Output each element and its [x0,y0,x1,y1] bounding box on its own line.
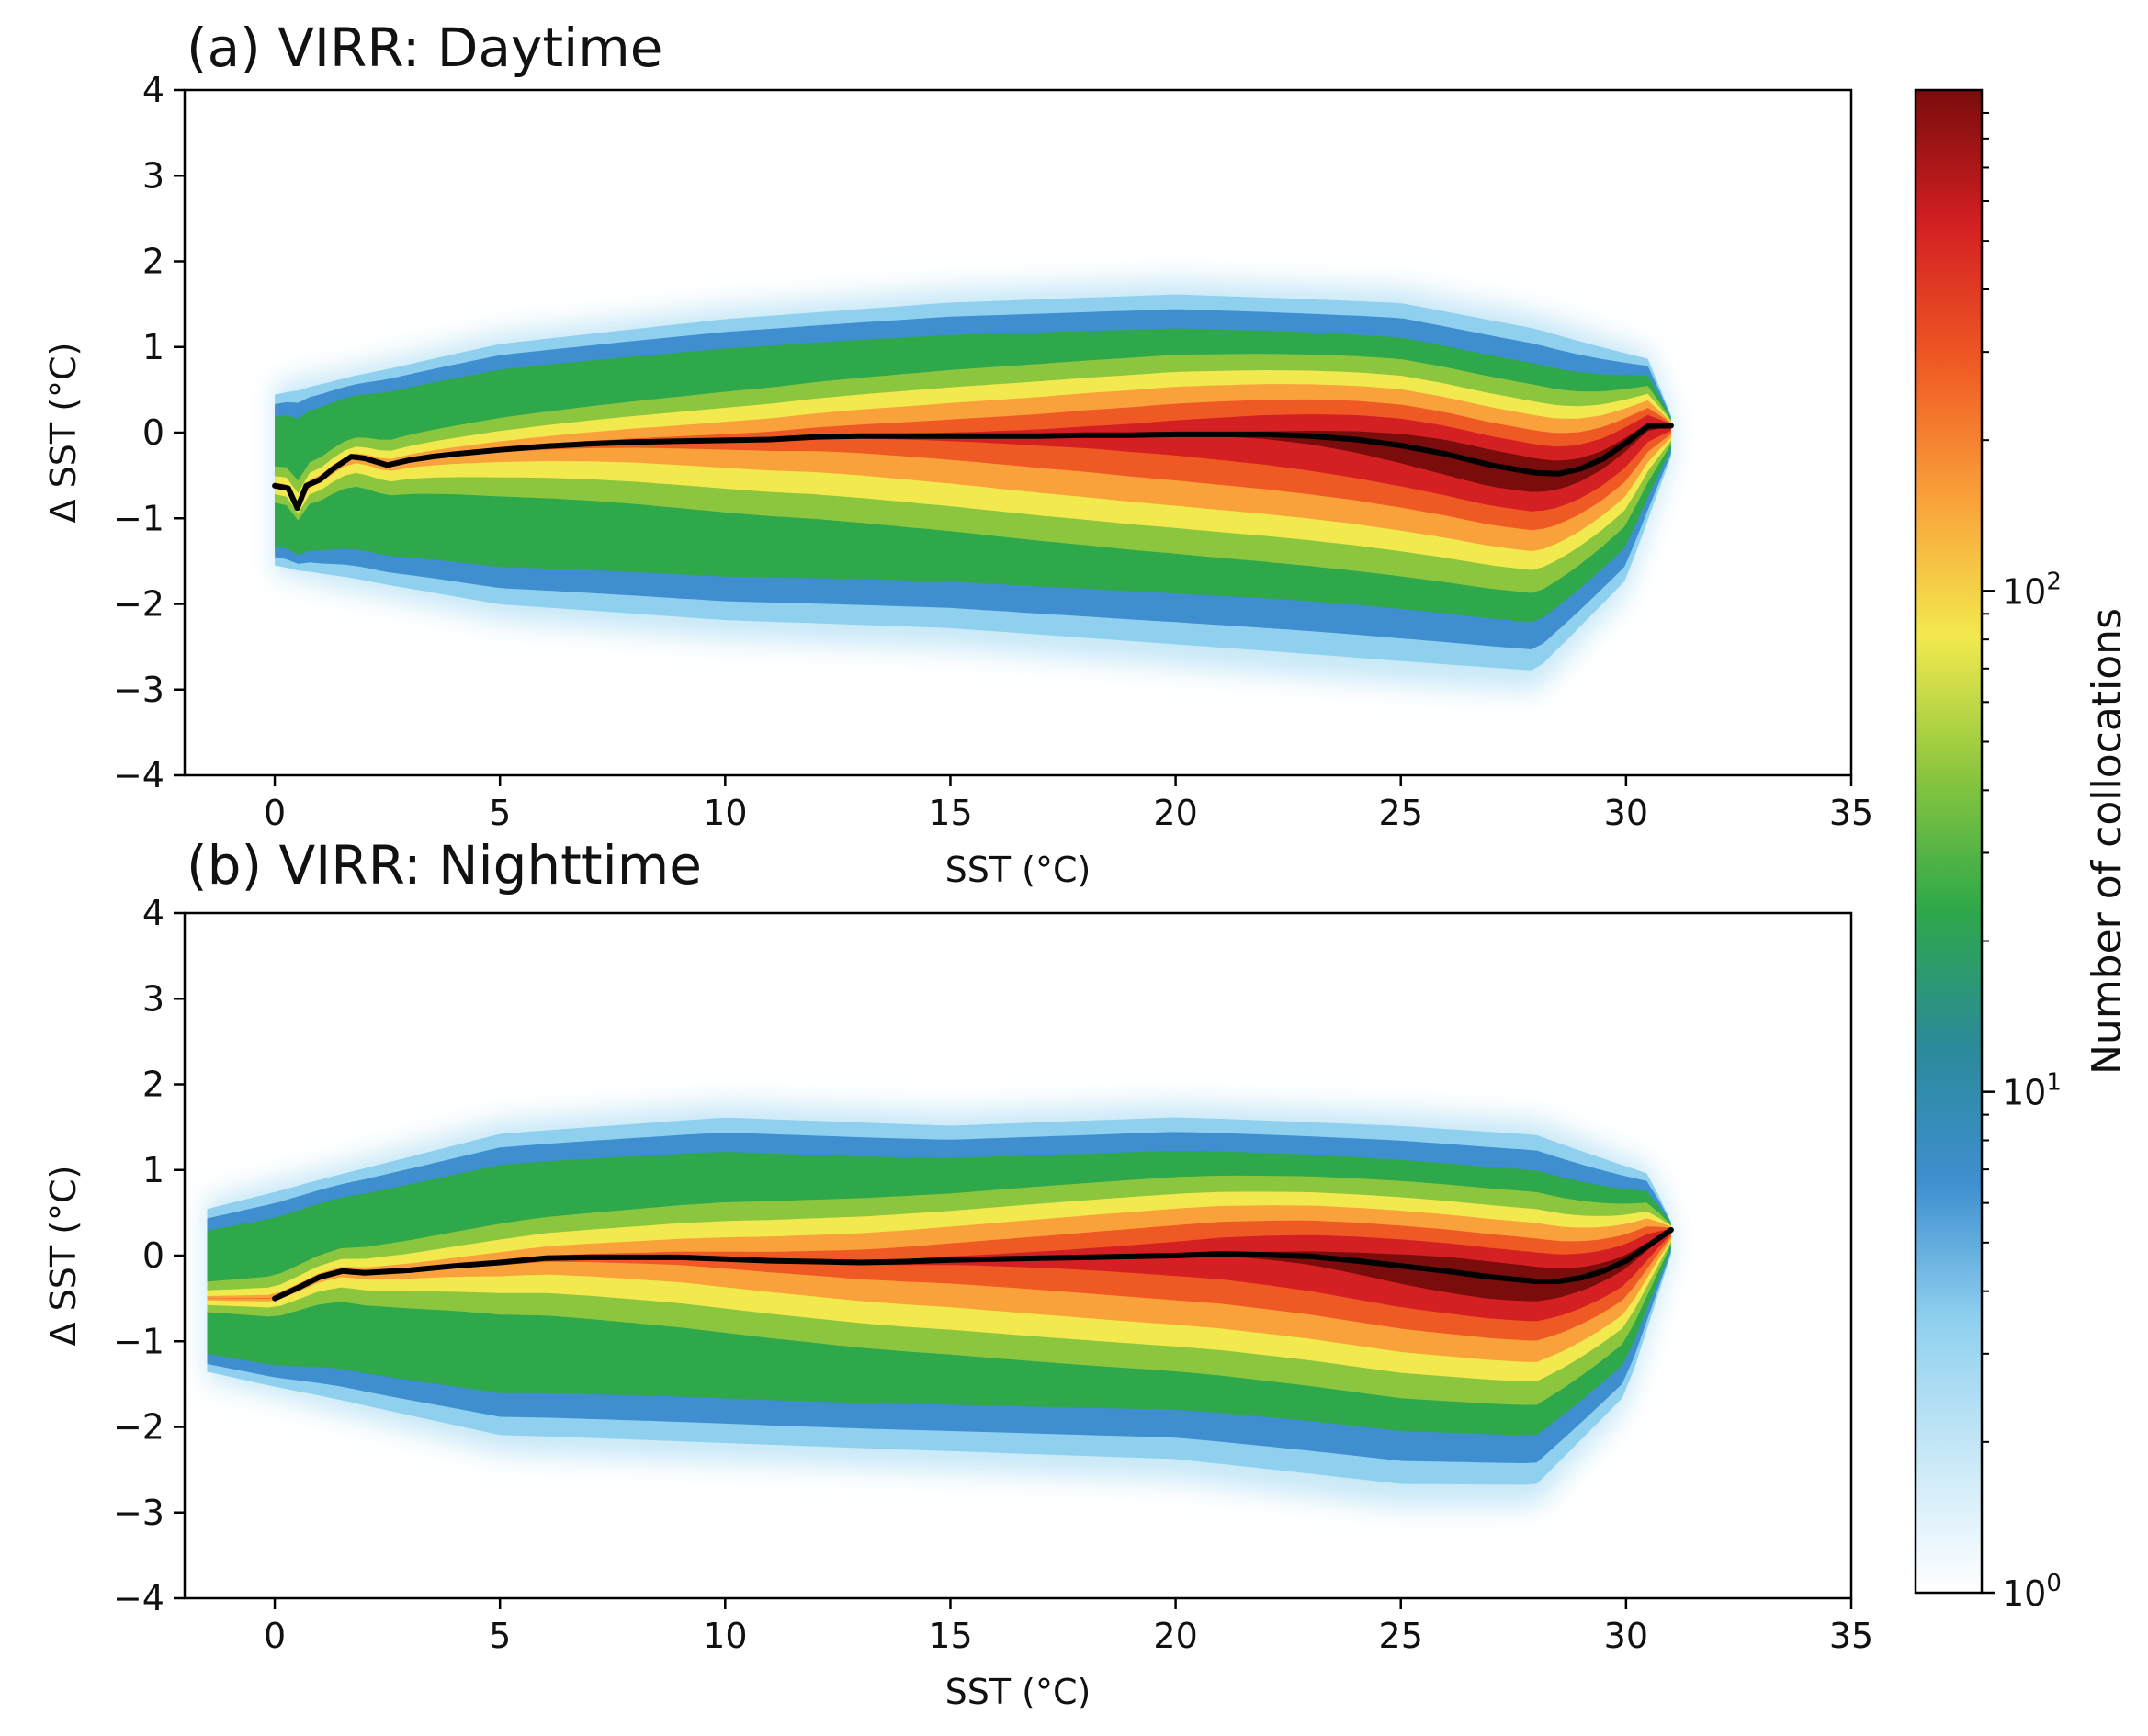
panel-a-x-tick-label: 5 [489,793,511,833]
panel-b-x-tick-label: 5 [489,1616,511,1656]
panel-a-y-axis-label: Δ SST (°C) [43,343,84,524]
panel-b-density-heatmap [207,1102,1671,1507]
panel-b-y-tick-label: 4 [142,893,164,933]
panel-a-median-line [272,423,1674,512]
panel-b-x-tick-label: 15 [928,1616,972,1656]
panel-b-y-tick-label: 2 [142,1065,164,1105]
panel-b-y-tick-label: −3 [113,1493,164,1533]
panel-a-y-tick-label: 4 [142,70,164,110]
panel-b-x-tick-label: 35 [1829,1616,1873,1656]
panel-b-x-tick-label: 10 [703,1616,747,1656]
panel-a-y-tick-label: 1 [142,327,164,367]
panel-a-x-tick-label: 10 [703,793,747,833]
panel-a-y-tick-label: 0 [142,412,164,453]
colorbar-label: Number of collocations [2084,608,2131,1075]
panel-b-x-tick-label: 20 [1153,1616,1197,1656]
panel-b-x-tick-label: 0 [264,1616,286,1656]
panel-a-y-tick-label: 3 [142,155,164,196]
panel-a-density-band-9 [275,423,1671,506]
panel-a-x-axis: 0 5 10 15 20 25 30 35 [264,775,1873,833]
panel-b-y-tick-label: 1 [142,1150,164,1190]
panel-a-y-tick-label: 2 [142,242,164,282]
panel-a-density-heatmap [275,279,1671,692]
panel-a-x-tick-label: 30 [1604,793,1648,833]
panel-b: (b) VIRR: Nighttime 0 5 10 15 20 25 30 35 −4−3−… [43,834,1873,1712]
panel-a-x-tick-label: 15 [928,793,972,833]
panel-a-x-axis-label: SST (°C) [945,850,1091,890]
panel-b-y-tick-label: −2 [113,1407,164,1448]
panel-b-y-tick-label: −1 [113,1321,164,1361]
panel-a-x-tick-label: 0 [264,793,286,833]
colorbar-tick-label: 100 [2002,1570,2062,1614]
panel-b-x-axis: 0 5 10 15 20 25 30 35 [264,1598,1873,1656]
panel-b-y-tick-label: −4 [113,1578,164,1618]
panel-a-y-tick-label: −3 [113,670,164,710]
colorbar: 100 101 102 Number of collocations [1914,88,2131,1614]
panel-a-x-tick-label: 35 [1829,793,1873,833]
panel-b-y-axis: −4 −3 −2 −1 0 1 2 3 4 [113,893,185,1618]
panel-a-y-tick-label: −4 [113,755,164,795]
colorbar-tick-label: 102 [2002,568,2062,612]
panel-a-x-tick-label: 20 [1153,793,1197,833]
panel-a-x-tick-label: 25 [1379,793,1423,833]
panel-a-y-axis: −4 −3 −2 −1 0 1 2 3 4 [113,70,185,795]
panel-b-y-axis-label: Δ SST (°C) [43,1166,84,1347]
panel-b-x-tick-label: 30 [1604,1616,1648,1656]
panel-b-x-axis-label: SST (°C) [945,1672,1091,1712]
panel-a: (a) VIRR: Daytime 0 5 10 15 20 25 30 35 −4−3−2−… [43,17,1873,890]
panel-b-x-tick-label: 25 [1379,1616,1423,1656]
panel-b-y-tick-label: 0 [142,1235,164,1276]
panel-b-title: (b) VIRR: Nighttime [187,834,702,896]
panel-a-y-tick-label: −2 [113,584,164,625]
panel-a-y-tick-label: −1 [113,498,164,538]
colorbar-gradient [1914,88,1984,1595]
panel-a-title: (a) VIRR: Daytime [187,17,662,79]
panel-b-median-line [272,1227,1674,1302]
panel-a-trend-line-group [272,423,1674,512]
colorbar-ticks: 100 101 102 [1982,111,2062,1614]
panel-b-trend-line-group [272,1227,1674,1302]
panel-b-y-tick-label: 3 [142,978,164,1019]
colorbar-tick-label: 101 [2002,1069,2062,1113]
